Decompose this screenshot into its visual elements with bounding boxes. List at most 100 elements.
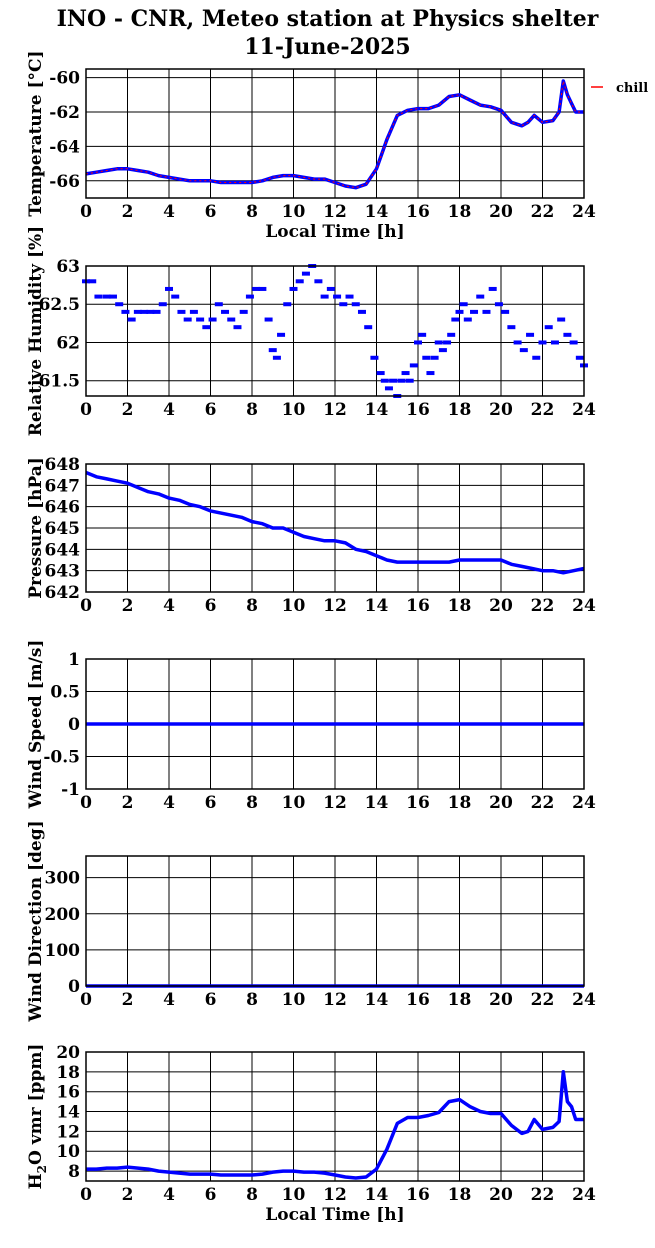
data-point bbox=[189, 309, 198, 314]
data-point bbox=[430, 355, 439, 360]
data-point bbox=[277, 332, 286, 337]
x-tick-label: 22 bbox=[531, 793, 555, 813]
x-tick-label: 22 bbox=[531, 596, 555, 616]
data-point bbox=[526, 332, 535, 337]
y-axis-label: Pressure [hPa] bbox=[26, 457, 46, 599]
data-point bbox=[208, 317, 217, 322]
x-tick-label: 8 bbox=[246, 596, 258, 616]
x-tick-label: 16 bbox=[406, 793, 430, 813]
x-tick-label: 2 bbox=[122, 1185, 134, 1205]
data-point bbox=[272, 355, 281, 360]
data-point bbox=[357, 309, 366, 314]
x-tick-label: 6 bbox=[205, 202, 217, 222]
y-tick-label: 646 bbox=[45, 498, 81, 518]
x-tick-label: 8 bbox=[246, 793, 258, 813]
data-point bbox=[426, 371, 435, 376]
x-tick-label: 4 bbox=[163, 596, 175, 616]
y-tick-label: 0.5 bbox=[50, 683, 80, 703]
plot-frame bbox=[85, 463, 585, 593]
x-tick-label: 20 bbox=[489, 1185, 513, 1205]
data-point bbox=[158, 302, 167, 307]
data-point bbox=[550, 340, 559, 345]
data-point bbox=[264, 317, 273, 322]
y-axis-label: Wind Speed [m/s] bbox=[26, 640, 46, 810]
data-point bbox=[422, 355, 431, 360]
data-point bbox=[115, 302, 124, 307]
panel-temperature: 0 2 4 6 8 10 12 14 16 18 20 22 24-60-62-64-66Tempera… bbox=[26, 50, 648, 242]
x-tick-label: 20 bbox=[489, 990, 513, 1010]
data-point bbox=[214, 302, 223, 307]
data-point bbox=[351, 302, 360, 307]
data-point bbox=[409, 363, 418, 368]
y-tick-label: 300 bbox=[45, 869, 81, 889]
data-point bbox=[268, 348, 277, 353]
x-tick-label: 14 bbox=[365, 596, 389, 616]
x-tick-label: 2 bbox=[122, 400, 134, 420]
data-point bbox=[88, 279, 97, 284]
x-tick-label: 24 bbox=[572, 793, 596, 813]
x-tick-label: 10 bbox=[282, 990, 306, 1010]
data-point bbox=[233, 325, 242, 330]
data-point bbox=[519, 348, 528, 353]
x-tick-label: 18 bbox=[448, 793, 472, 813]
y-tick-label: 647 bbox=[45, 476, 81, 496]
y-axis-label: Wind Direction [deg] bbox=[26, 820, 46, 1022]
data-point bbox=[121, 309, 130, 314]
data-point bbox=[397, 378, 406, 383]
x-tick-label: 2 bbox=[122, 990, 134, 1010]
x-tick-label: 8 bbox=[246, 990, 258, 1010]
data-point bbox=[252, 286, 261, 291]
data-point bbox=[370, 355, 379, 360]
x-tick-label: 16 bbox=[406, 990, 430, 1010]
data-point bbox=[575, 355, 584, 360]
y-tick-label: -64 bbox=[49, 137, 80, 157]
data-point bbox=[326, 286, 335, 291]
data-point bbox=[563, 332, 572, 337]
data-point bbox=[389, 378, 398, 383]
data-point bbox=[196, 317, 205, 322]
x-tick-label: 12 bbox=[323, 202, 347, 222]
x-tick-label: 22 bbox=[531, 202, 555, 222]
data-point bbox=[108, 294, 117, 299]
x-tick-label: 2 bbox=[122, 596, 134, 616]
legend: chill bbox=[591, 81, 648, 96]
y-tick-label: 61.5 bbox=[39, 372, 80, 392]
x-tick-label: 14 bbox=[365, 793, 389, 813]
y-tick-label: 642 bbox=[45, 583, 81, 603]
data-point bbox=[221, 309, 230, 314]
x-tick-label: 10 bbox=[282, 202, 306, 222]
chart-title: INO - CNR, Meteo station at Physics shel… bbox=[56, 6, 599, 32]
legend-label-chill: chill bbox=[616, 81, 648, 96]
data-point bbox=[455, 309, 464, 314]
x-tick-label: 18 bbox=[448, 400, 472, 420]
data-point bbox=[488, 286, 497, 291]
data-point bbox=[376, 371, 385, 376]
x-tick-label: 24 bbox=[572, 1185, 596, 1205]
data-point bbox=[513, 340, 522, 345]
x-tick-label: 10 bbox=[282, 596, 306, 616]
series-line bbox=[85, 470, 585, 575]
x-tick-label: 22 bbox=[531, 990, 555, 1010]
x-tick-label: 10 bbox=[282, 1185, 306, 1205]
data-point bbox=[239, 309, 248, 314]
data-point bbox=[501, 309, 510, 314]
y-tick-label: 63 bbox=[56, 257, 80, 277]
data-point bbox=[177, 309, 186, 314]
data-point bbox=[245, 294, 254, 299]
data-point bbox=[438, 348, 447, 353]
y-axis-label: Temperature [°C] bbox=[26, 50, 46, 216]
x-tick-label: 20 bbox=[489, 793, 513, 813]
x-tick-label: 0 bbox=[80, 990, 92, 1010]
x-tick-label: 4 bbox=[163, 400, 175, 420]
x-tick-label: 16 bbox=[406, 202, 430, 222]
x-tick-label: 2 bbox=[122, 793, 134, 813]
panel-pressure: 0 2 4 6 8 10 12 14 16 18 20 22 246426436446456466476… bbox=[26, 455, 596, 616]
x-tick-label: 4 bbox=[163, 793, 175, 813]
y-tick-label: 18 bbox=[56, 1063, 80, 1083]
x-tick-label: 14 bbox=[365, 1185, 389, 1205]
y-tick-label: 645 bbox=[45, 519, 81, 539]
y-tick-label: 16 bbox=[56, 1083, 80, 1103]
data-point bbox=[434, 340, 443, 345]
x-tick-label: 8 bbox=[246, 400, 258, 420]
